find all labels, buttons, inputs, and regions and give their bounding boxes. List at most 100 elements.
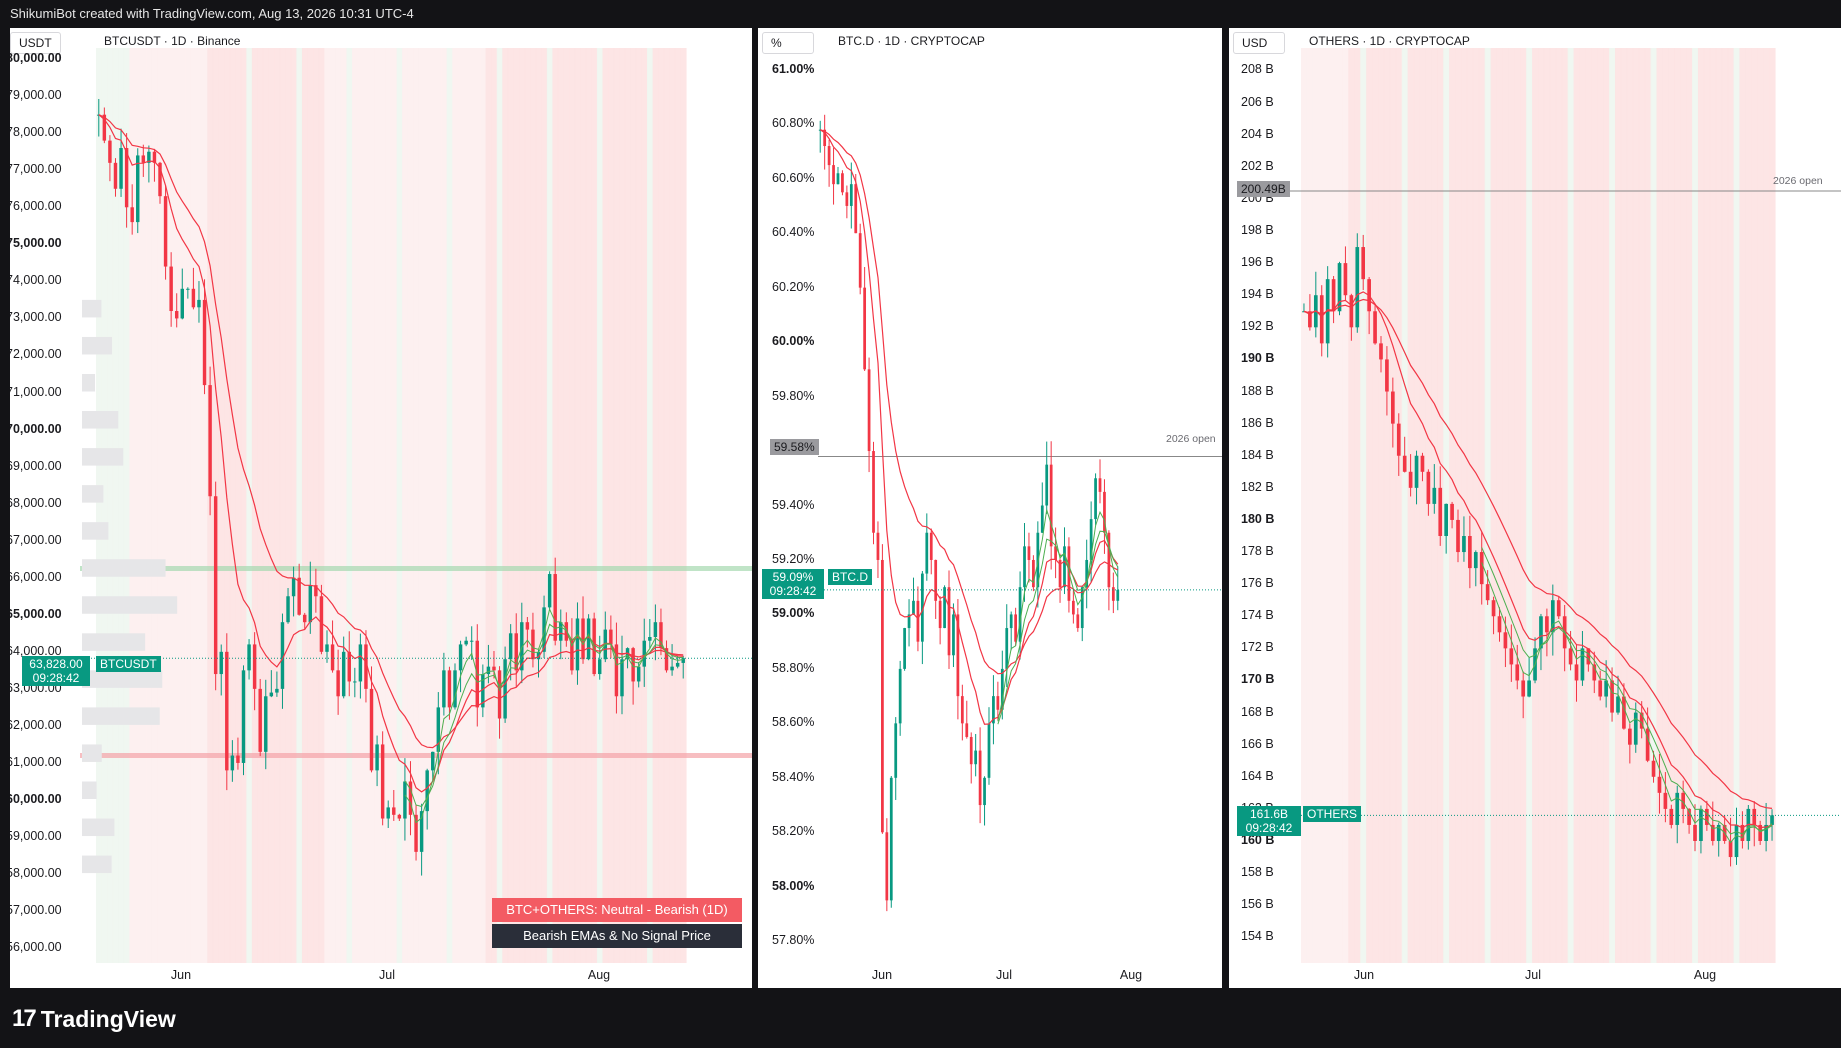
volume-profile-bar: [82, 707, 160, 725]
candle-body: [375, 744, 379, 771]
candle-body: [889, 777, 893, 901]
signal-zone-band: [585, 48, 592, 963]
btc-dominance-chart-panel[interactable]: % BTC.D · 1D · CRYPTOCAP 61.00% 60.80% 60.…: [758, 28, 1222, 988]
candle-body: [1349, 295, 1354, 328]
candle-body: [191, 288, 196, 308]
y-axis-tick-label: 61.00%: [772, 61, 815, 76]
candle-body: [1503, 632, 1508, 649]
candle-body: [1116, 589, 1120, 601]
others-chart-canvas[interactable]: [1229, 28, 1841, 988]
y-axis-tick-label: 164 B: [1241, 768, 1274, 783]
signal-zone-band: [441, 48, 448, 963]
candle-body: [174, 311, 179, 319]
x-axis-label-aug: Aug: [587, 968, 611, 982]
signal-zone-band: [630, 48, 637, 963]
symbol-price-tag: BTC.D: [828, 569, 872, 585]
candle-body: [1009, 614, 1013, 629]
signal-zone-band: [1348, 48, 1355, 963]
y-axis-tick-label: 58.00%: [772, 878, 815, 893]
candle-body: [912, 600, 915, 615]
ema-slow-line: [819, 129, 1119, 675]
candle-body: [1545, 616, 1549, 633]
candle-body: [542, 607, 546, 652]
candle-body: [636, 666, 641, 682]
candle-body: [1040, 505, 1044, 533]
y-axis-tick-label: 56,000.00: [10, 940, 62, 955]
signal-zone-band: [1502, 48, 1509, 963]
unit-box[interactable]: %: [762, 32, 814, 54]
signal-zone-band: [1680, 48, 1687, 963]
ema-slow-line: [98, 114, 684, 749]
y-axis-tick-label: 190 B: [1241, 351, 1275, 366]
candle-body: [960, 696, 964, 724]
candle-body: [653, 622, 658, 638]
signal-zone-band: [647, 48, 654, 963]
volume-profile-bar: [82, 670, 163, 688]
signal-zone-band: [407, 48, 414, 963]
candle-body: [1710, 824, 1715, 841]
signal-zone-band: [1644, 48, 1652, 963]
signal-zone-band: [1609, 48, 1616, 963]
candle-body: [849, 184, 853, 206]
signal-zone-band: [1312, 48, 1320, 963]
candle-body: [486, 666, 491, 675]
candle-body: [213, 496, 218, 675]
signal-zone-band: [1342, 48, 1349, 963]
signal-zone-band: [519, 48, 526, 963]
open-price-tag: 59.58%: [770, 439, 819, 455]
signal-zone-band: [1656, 48, 1664, 963]
signal-zone-band: [596, 48, 604, 963]
y-axis-tick-label: 174 B: [1241, 608, 1274, 623]
y-axis-tick-label: 196 B: [1241, 255, 1274, 270]
candle-body: [609, 629, 613, 645]
y-axis-tick-label: 60.00%: [772, 334, 815, 349]
signal-zone-band: [1330, 48, 1338, 963]
candle-body: [1018, 587, 1022, 642]
candle-body: [1063, 546, 1066, 588]
candle-body: [124, 148, 129, 208]
signal-zone-band: [1692, 48, 1699, 963]
signal-zone-band: [118, 48, 125, 963]
signal-zone-band: [396, 48, 403, 963]
candle-body: [1408, 471, 1413, 488]
signal-zone-band: [140, 48, 147, 963]
signal-zone-band: [613, 48, 620, 963]
candle-body: [867, 369, 871, 452]
volume-profile-bar: [82, 373, 96, 392]
signal-zone-band: [123, 48, 130, 963]
candle-body: [353, 681, 357, 683]
currency-unit-box[interactable]: USD: [1233, 32, 1285, 54]
signal-zone-band: [1360, 48, 1367, 963]
signal-zone-band: [185, 48, 192, 963]
btcusdt-chart-canvas[interactable]: [10, 28, 752, 988]
candle-body: [1675, 792, 1680, 825]
candle-body: [1319, 295, 1324, 344]
candle-body: [1373, 311, 1377, 344]
signal-zone-band: [485, 48, 492, 963]
candle-body: [974, 750, 978, 765]
signal-zone-band: [457, 48, 464, 963]
y-axis-tick-label: 194 B: [1241, 287, 1274, 302]
signal-zone-band: [129, 48, 136, 963]
candle-body: [1049, 464, 1053, 547]
x-axis-label-jun: Jun: [170, 968, 192, 982]
candle-body: [464, 640, 468, 645]
candle-body: [303, 614, 307, 623]
candle-body: [492, 666, 496, 671]
others-chart-panel[interactable]: USD OTHERS · 1D · CRYPTOCAP 208 B 206 B 20…: [1229, 28, 1841, 988]
signal-detail-box: Bearish EMAs & No Signal Price: [492, 924, 742, 948]
candle-body: [308, 585, 313, 623]
signal-zone-band: [1395, 48, 1403, 963]
brand-name[interactable]: TradingView: [40, 1005, 176, 1032]
candle-body: [186, 288, 190, 290]
signal-zone-band: [468, 48, 476, 963]
candle-body: [1391, 391, 1395, 424]
btc-dominance-chart-canvas[interactable]: [758, 28, 1222, 988]
currency-unit-box[interactable]: USDT: [10, 32, 61, 54]
ema-slow-line: [1303, 298, 1773, 809]
candle-body: [202, 299, 207, 386]
btcusdt-chart-panel[interactable]: USDT BTCUSDT · 1D · Binance 80,000.00 79,…: [10, 28, 752, 988]
candle-body: [1045, 464, 1049, 506]
candle-body: [920, 573, 924, 642]
signal-zone-band: [580, 48, 587, 963]
